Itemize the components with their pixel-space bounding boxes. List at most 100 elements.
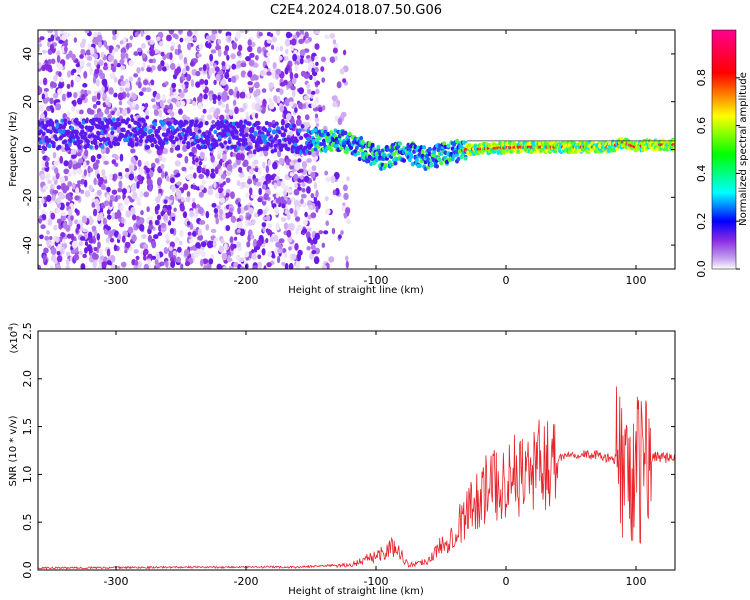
spectrogram-y-tick-label: -20 — [21, 188, 34, 206]
spectrogram-cell — [145, 87, 152, 93]
spectrogram-cell — [93, 53, 99, 60]
spectrogram-cell — [235, 152, 242, 161]
spectrogram-cell — [85, 49, 92, 56]
spectrogram-cell — [62, 221, 68, 230]
spectrogram-cell — [128, 76, 133, 82]
spectrogram-cell — [147, 234, 153, 243]
spectrogram-cell — [107, 113, 113, 120]
spectrogram-cell — [143, 191, 150, 198]
spectrogram-cell — [120, 75, 124, 80]
spectrogram-cell — [301, 182, 306, 187]
spectrogram-cell — [278, 55, 283, 61]
spectrogram-cell — [318, 230, 324, 235]
spectrogram-cell — [245, 212, 250, 217]
spectrogram-cell — [146, 259, 152, 265]
spectrogram-cell — [63, 160, 69, 167]
spectrogram-cell — [308, 204, 314, 211]
spectrogram-band-cell — [78, 139, 83, 144]
spectrogram-cell — [274, 207, 279, 216]
spectrogram-cell — [187, 231, 192, 236]
spectrogram-cell — [171, 184, 176, 193]
spectrogram-cell — [225, 170, 232, 177]
spectrogram-cell — [119, 58, 125, 66]
spectrogram-cell — [336, 81, 342, 89]
spectrogram-band-cell — [174, 137, 179, 142]
spectrogram-band-cell — [66, 146, 71, 151]
spectrogram-cell — [188, 151, 195, 157]
spectrogram-band-cell — [349, 145, 354, 150]
spectrogram-cell — [193, 36, 197, 42]
spectrogram-cell — [140, 30, 144, 38]
spectrogram-cell — [148, 184, 153, 192]
spectrogram-cell — [346, 218, 351, 225]
spectrogram-cell — [137, 81, 142, 89]
spectrogram-band-cell — [236, 146, 241, 151]
spectrogram-cell — [219, 114, 225, 121]
spectrogram-cell — [178, 240, 183, 246]
spectrogram-cell — [121, 235, 126, 243]
spectrogram-cell — [47, 58, 52, 65]
spectrogram-cell — [230, 191, 235, 200]
spectrogram-cell — [225, 114, 230, 121]
spectrogram-cell — [232, 162, 238, 168]
spectrogram-cell — [345, 260, 349, 269]
spectrogram-band-cell — [107, 140, 112, 146]
spectrogram-cell — [149, 48, 156, 57]
spectrogram-band-cell — [157, 125, 162, 131]
spectrogram-band-cell — [173, 129, 178, 134]
spectrogram-cell — [288, 101, 294, 107]
spectrogram-cell — [180, 263, 184, 269]
spectrogram-cell — [74, 75, 81, 83]
spectrogram-cell — [189, 165, 194, 171]
spectrogram-band-cell — [116, 117, 121, 122]
spectrogram-cell — [235, 255, 241, 262]
colorbar-tick-label: 0.0 — [695, 260, 708, 278]
spectrogram-cell — [58, 71, 62, 77]
spectrogram-cell — [310, 55, 315, 62]
spectrogram-cell — [245, 56, 251, 62]
spectrogram-cell — [56, 50, 61, 57]
spectrogram-cell — [271, 119, 276, 125]
spectrogram-cell — [257, 208, 264, 215]
spectrogram-cell — [184, 155, 189, 164]
spectrogram-cell — [105, 45, 110, 50]
spectrogram-cell — [121, 188, 127, 195]
spectrogram-cell — [38, 85, 41, 93]
spectrogram-cell — [235, 31, 242, 40]
spectrogram-band-cell — [47, 138, 52, 143]
spectrogram-cell — [108, 173, 113, 181]
spectrogram-band-cell — [103, 129, 108, 134]
spectrogram-cell — [156, 262, 160, 269]
spectrogram-cell — [307, 236, 312, 243]
colorbar: 0.0 0.2 0.4 0.6 0.8 Normalized spectral ampl… — [695, 29, 749, 278]
spectrogram-cell — [47, 179, 52, 185]
spectrogram-cell — [290, 44, 295, 52]
spectrogram-cell — [289, 164, 295, 170]
spectrogram-cell — [84, 241, 89, 246]
spectrogram-cell — [306, 186, 311, 194]
spectrogram-cell — [298, 102, 302, 109]
spectrogram-cell — [175, 100, 182, 108]
spectrogram-cell — [285, 112, 292, 121]
spectrogram-band-cell — [143, 131, 148, 137]
spectrogram-cell — [302, 202, 307, 208]
spectrogram-cell — [252, 218, 256, 225]
spectrogram-band-cell — [171, 139, 176, 145]
spectrogram-cell — [230, 215, 237, 223]
spectrogram-cell — [117, 233, 122, 240]
spectrogram-cell — [82, 253, 87, 259]
spectrogram-cell — [288, 262, 294, 269]
spectrogram-cell — [223, 50, 228, 56]
spectrogram-cell — [66, 83, 71, 89]
spectrogram-band-cell — [392, 151, 397, 157]
spectrogram-cell — [146, 178, 152, 186]
spectrogram-cell — [206, 114, 213, 121]
spectrogram-cell — [205, 35, 212, 40]
spectrogram-cell — [47, 40, 51, 48]
spectrogram-cell — [280, 180, 286, 189]
spectrogram-band-cell — [133, 133, 138, 138]
spectrogram-cell — [91, 95, 97, 103]
snr-y-tick-label: 0.5 — [21, 513, 34, 531]
spectrogram-band-cell — [286, 147, 291, 152]
